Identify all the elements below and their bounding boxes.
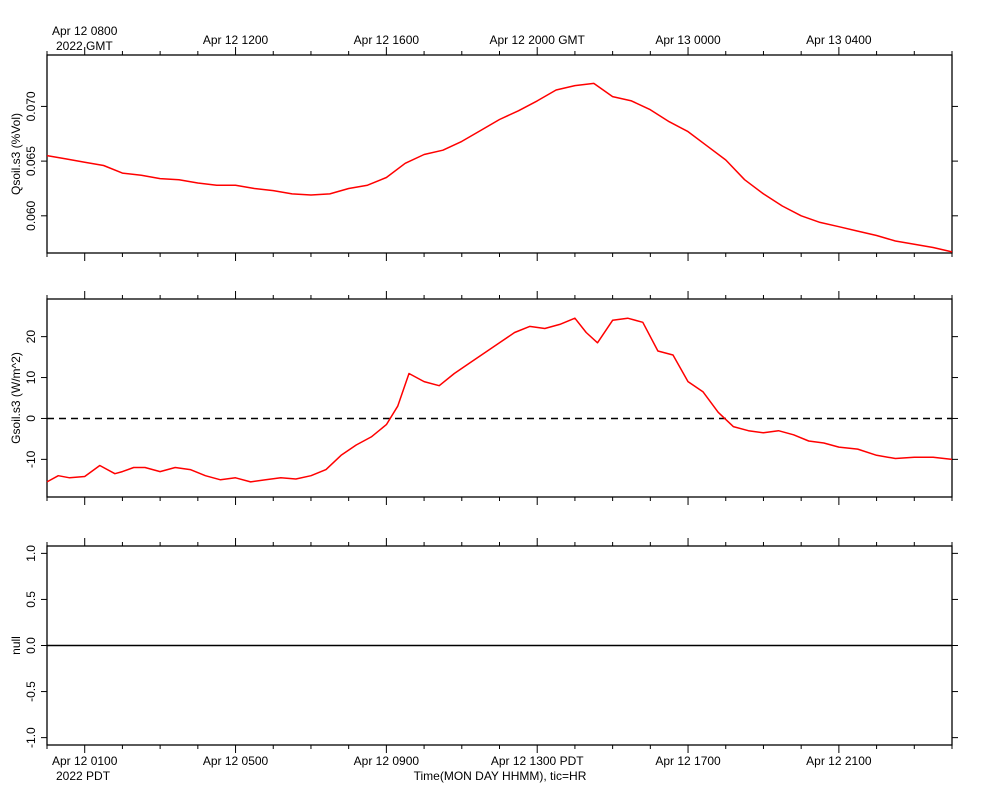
panel-2-series-line	[46, 317, 953, 483]
top-year-label: 2022 GMT	[56, 39, 113, 53]
panel-3: -1.0 -0.5 0.0 0.5 1.0 null	[9, 538, 958, 753]
top-axis-tick-label: Apr 13 0400	[806, 33, 872, 47]
y-tick-label: -0.5	[24, 681, 38, 702]
y-tick-label: 20	[24, 330, 38, 344]
bottom-axis-tick-label: Apr 12 0500	[203, 754, 269, 768]
y-tick-label: 10	[24, 371, 38, 385]
top-axis-tick-label: Apr 13 0000	[655, 33, 721, 47]
bottom-axis-tick-label: Apr 12 0100	[52, 754, 118, 768]
y-axis-label-panel-1: Qsoil.s3 (%Vol)	[9, 113, 23, 195]
panel-1-series-line	[46, 82, 953, 253]
y-axis-label-panel-2: Gsoil.s3 (W/m^2)	[9, 352, 23, 444]
bottom-axis-tick-label: Apr 12 2100	[806, 754, 872, 768]
top-axis-tick-label: Apr 12 1600	[354, 33, 420, 47]
y-tick-label: 0.5	[24, 591, 38, 608]
top-axis-tick-label: Apr 12 2000 GMT	[490, 33, 586, 47]
y-tick-label: -1.0	[24, 727, 38, 748]
bottom-time-axis: Apr 12 0100 Apr 12 0500 Apr 12 0900 Apr 12 …	[52, 754, 872, 768]
y-axis-label-panel-3: null	[9, 636, 23, 655]
bottom-axis-tick-label: Apr 12 1300 PDT	[491, 754, 584, 768]
y-tick-label: 1.0	[24, 545, 38, 562]
y-tick-label: 0.070	[24, 91, 38, 121]
y-tick-label: 0.0	[24, 637, 38, 654]
y-tick-label: 0.060	[24, 200, 38, 230]
bottom-axis-tick-label: Apr 12 0900	[354, 754, 420, 768]
y-tick-label: 0.065	[24, 146, 38, 176]
top-axis-tick-label: Apr 12 1200	[203, 33, 269, 47]
panel-2-frame	[46, 298, 953, 498]
bottom-axis-tick-label: Apr 12 1700	[655, 754, 721, 768]
x-axis-title: Time(MON DAY HHMM), tic=HR	[414, 769, 587, 783]
y-tick-label: -10	[24, 450, 38, 468]
bottom-year-label: 2022 PDT	[56, 769, 111, 783]
top-time-axis: Apr 12 0800 Apr 12 1200 Apr 12 1600 Apr 12 …	[52, 24, 872, 47]
top-axis-tick-label: Apr 12 0800	[52, 24, 118, 38]
y-tick-label: 0	[24, 415, 38, 422]
panel-1-frame	[46, 54, 953, 254]
